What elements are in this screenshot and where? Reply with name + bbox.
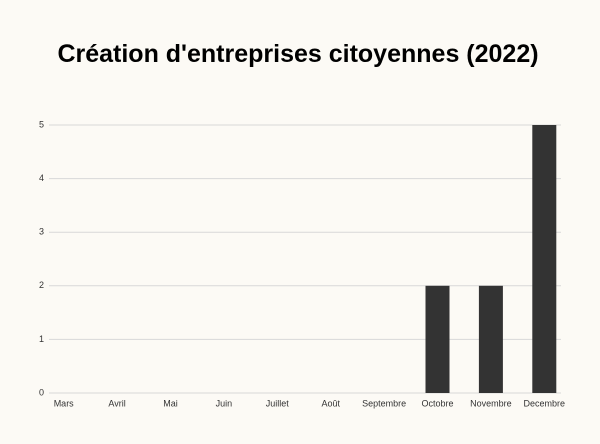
y-tick-label: 4 — [39, 173, 44, 183]
y-tick-label: 5 — [39, 119, 44, 129]
x-tick-label: Mars — [54, 398, 74, 408]
x-tick-label: Novembre — [470, 398, 512, 408]
x-tick-label: Juillet — [266, 398, 290, 408]
x-tick-label: Octobre — [421, 398, 453, 408]
bar — [478, 285, 503, 393]
x-tick-label: Mai — [163, 398, 178, 408]
x-tick-label: Decembre — [524, 398, 566, 408]
bar — [425, 285, 450, 393]
y-tick-label: 2 — [39, 280, 44, 290]
x-tick-label: Septembre — [362, 398, 406, 408]
x-tick-label: Août — [321, 398, 340, 408]
x-tick-label: Juin — [216, 398, 233, 408]
chart-title: Création d'entreprises citoyennes (2022) — [57, 40, 539, 68]
bar — [532, 125, 557, 393]
y-tick-label: 3 — [39, 227, 44, 237]
y-tick-label: 1 — [39, 334, 44, 344]
y-tick-label: 0 — [39, 387, 44, 397]
x-tick-label: Avril — [108, 398, 125, 408]
